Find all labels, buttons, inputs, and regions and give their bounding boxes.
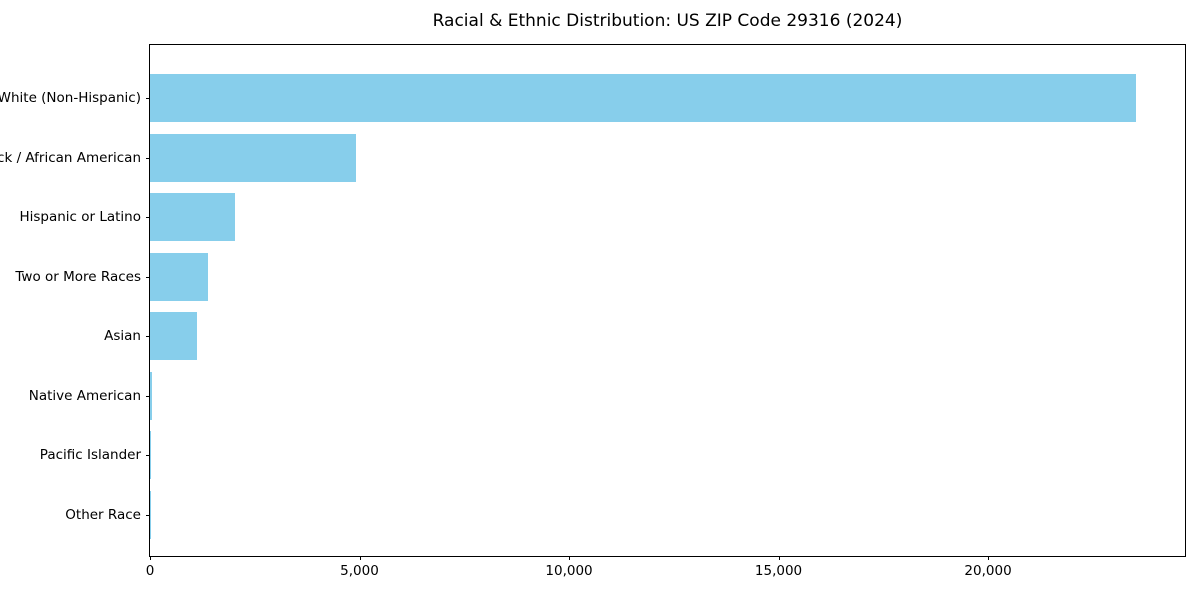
y-tick-mark xyxy=(146,98,150,99)
y-tick-label: Two or More Races xyxy=(15,268,141,285)
bar-hispanic-or-latino xyxy=(150,193,236,242)
x-tick-mark xyxy=(778,556,780,560)
y-tick-label: Asian xyxy=(104,328,141,345)
y-tick-mark xyxy=(146,395,150,397)
x-tick-label: 15,000 xyxy=(754,563,803,579)
y-tick-label: Native American xyxy=(28,387,141,404)
y-tick-label: Other Race xyxy=(65,506,141,523)
bar-white-non-hispanic xyxy=(150,74,1137,122)
x-tick-mark xyxy=(150,556,151,560)
bar-two-or-more-races xyxy=(150,252,209,301)
bar-black-african-american xyxy=(150,133,357,182)
y-tick-label: Pacific Islander xyxy=(39,447,141,464)
y-tick-mark xyxy=(146,514,150,516)
bar-asian xyxy=(150,312,197,361)
y-tick-label: White (Non-Hispanic) xyxy=(0,90,141,106)
x-tick-label: 10,000 xyxy=(545,563,593,579)
chart-title: Racial & Ethnic Distribution: US ZIP Cod… xyxy=(432,11,903,31)
y-tick-mark xyxy=(146,455,150,457)
y-tick-mark xyxy=(146,157,150,159)
plot-area: White (Non-Hispanic) Black / African Amer… xyxy=(0,44,1186,579)
y-tick-mark xyxy=(146,336,150,338)
y-tick-label: Hispanic or Latino xyxy=(19,209,141,226)
x-tick-label: 5,000 xyxy=(340,563,379,579)
x-tick-mark xyxy=(988,556,990,560)
x-tick-mark xyxy=(569,556,571,560)
x-tick-label: 0 xyxy=(145,563,155,579)
y-tick-label: Black / African American xyxy=(0,149,141,166)
y-tick-mark xyxy=(146,217,150,219)
bar-native-american xyxy=(150,371,152,420)
x-tick-label: 20,000 xyxy=(964,563,1012,579)
bar-pacific-islander xyxy=(150,431,151,480)
x-tick-mark xyxy=(359,556,361,560)
y-tick-mark xyxy=(146,276,150,278)
